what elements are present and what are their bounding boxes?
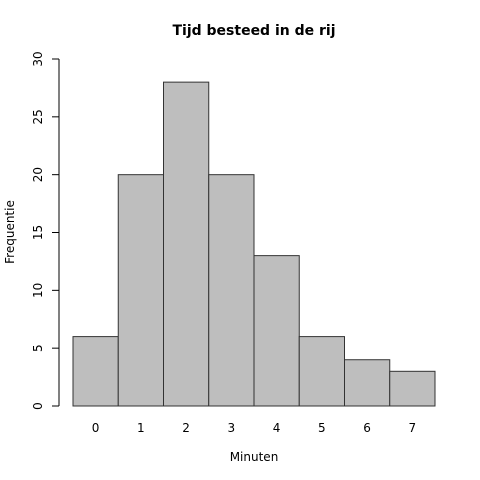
bar-7 (389, 370, 436, 407)
x-tick-label: 6 (363, 421, 371, 435)
y-tick-label: 30 (31, 51, 45, 66)
bar-3 (208, 174, 255, 407)
x-tick-label: 2 (182, 421, 190, 435)
y-tick-label: 5 (31, 344, 45, 352)
bar-4 (253, 255, 300, 407)
bar-2 (163, 81, 210, 407)
x-tick-label: 5 (318, 421, 326, 435)
y-axis: 0 5 10 15 20 25 30 (31, 51, 60, 410)
chart-title: Tijd besteed in de rij (172, 23, 335, 39)
x-tick-labels: 0 1 2 3 4 5 6 7 (92, 421, 416, 435)
y-tick-label: 15 (31, 225, 45, 240)
x-axis-label: Minuten (230, 450, 279, 464)
x-tick-label: 0 (92, 421, 100, 435)
x-tick-label: 4 (273, 421, 281, 435)
y-axis-label: Frequentie (3, 200, 17, 264)
bar-5 (298, 336, 345, 407)
y-tick-label: 0 (31, 402, 45, 410)
bars-group (72, 81, 436, 407)
y-tick-label: 20 (31, 167, 45, 182)
bar-6 (344, 359, 391, 407)
x-tick-label: 3 (228, 421, 236, 435)
y-tick-label: 25 (31, 109, 45, 124)
x-tick-label: 1 (137, 421, 145, 435)
y-tick-label: 10 (31, 283, 45, 298)
bar-0 (72, 336, 119, 407)
x-tick-label: 7 (409, 421, 417, 435)
bar-1 (117, 174, 164, 407)
